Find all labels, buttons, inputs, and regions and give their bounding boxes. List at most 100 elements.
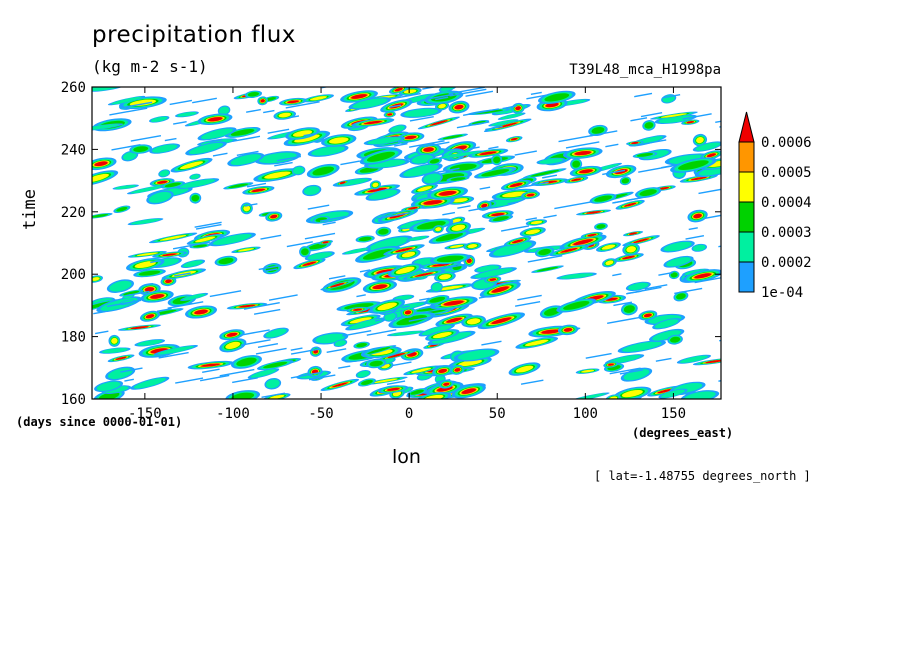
precip-filament [401, 305, 410, 309]
precip-filament [419, 297, 430, 301]
precip-contour [621, 341, 662, 352]
precip-contour [313, 349, 319, 354]
precip-contour [644, 122, 654, 129]
precip-contour [329, 137, 349, 144]
precip-filament [340, 160, 360, 166]
x-tick-label: 0 [405, 406, 413, 422]
precip-contour [330, 282, 345, 288]
precip-contour [403, 89, 417, 94]
precip-contour [526, 193, 535, 197]
precip-contour [367, 137, 402, 145]
precip-filament [194, 221, 222, 228]
precip-filament [95, 330, 109, 335]
precip-contour [497, 122, 518, 129]
precip-contour [438, 190, 457, 196]
precip-contour [230, 129, 255, 136]
precip-contour [386, 387, 400, 391]
precip-contour [344, 303, 374, 310]
precip-contour [218, 106, 230, 115]
precip-filament [267, 128, 290, 134]
precip-filament [144, 283, 154, 286]
precip-contour [679, 355, 708, 363]
precip-contour [292, 166, 305, 175]
precip-contour [92, 277, 100, 281]
precip-filament [644, 284, 668, 290]
precip-contour [363, 120, 382, 125]
precip-contour [666, 257, 691, 267]
precip-contour [660, 113, 688, 118]
y-tick-label: 240 [61, 142, 86, 158]
precip-filament [442, 211, 456, 216]
precip-contour [594, 195, 612, 202]
precip-contour [182, 293, 206, 301]
precip-contour [133, 146, 149, 152]
precip-filament [158, 351, 189, 359]
precip-contour [191, 194, 200, 202]
precip-contour [493, 156, 501, 164]
precip-contour [352, 308, 363, 311]
precip-filament [366, 329, 397, 336]
precip-filament [169, 99, 193, 106]
precip-filament [507, 201, 519, 205]
precip-filament [420, 93, 454, 101]
precip-filament [434, 263, 467, 271]
precip-contour [500, 113, 524, 120]
precip-contour [442, 134, 463, 140]
precip-contour [693, 213, 702, 219]
precip-filament [308, 374, 336, 381]
precip-contour [571, 178, 582, 182]
precip-contour [489, 278, 497, 281]
precip-filament [359, 269, 371, 273]
colorbar-segment [738, 171, 755, 203]
precip-filament [408, 313, 446, 322]
precip-filament [172, 241, 210, 250]
colorbar-label: 0.0006 [761, 135, 812, 151]
y-tick-label: 200 [61, 267, 86, 283]
precip-contour [474, 109, 504, 114]
precip-contour [423, 200, 442, 205]
precip-contour [116, 206, 128, 212]
precip-contour [377, 302, 397, 311]
colorbar-label: 0.0005 [761, 165, 812, 181]
precip-contour [415, 272, 434, 277]
precip-contour [454, 368, 461, 372]
precip-contour [130, 218, 161, 225]
precip-contour [159, 235, 187, 241]
precip-contour [101, 348, 128, 354]
precip-filament [285, 101, 320, 109]
latitude-subtitle: [ lat=-1.48755 degrees_north ] [594, 469, 811, 483]
precip-filament [688, 227, 698, 231]
precip-contour [301, 248, 309, 256]
precip-contour [130, 185, 164, 194]
precip-filament [674, 287, 703, 295]
precip-contour [265, 328, 287, 338]
precip-contour [670, 272, 678, 278]
precip-contour [571, 393, 606, 399]
precip-contour [384, 312, 396, 321]
precip-contour [92, 87, 122, 91]
y-axis: 160 180 200 220 240 260 [61, 80, 721, 408]
precip-contour [137, 339, 163, 346]
x-axis-units: (degrees_east) [632, 426, 734, 440]
precip-filament [260, 234, 282, 240]
precip-contour [367, 346, 391, 354]
precip-filament [409, 115, 434, 122]
precip-filament [255, 347, 287, 355]
precip-contour [479, 151, 497, 155]
precip-contour [367, 187, 387, 193]
precip-contour [622, 255, 635, 260]
precip-filament [391, 361, 412, 367]
precip-filament [356, 294, 366, 298]
precip-filament [619, 369, 644, 375]
precip-contour [544, 93, 570, 102]
precip-filament [307, 204, 330, 210]
precip-contour [109, 280, 132, 292]
precip-contour [608, 355, 641, 364]
precip-contour [302, 261, 317, 266]
precip-contour [312, 166, 335, 176]
precip-contour [339, 181, 346, 185]
colorbar-segment [738, 261, 755, 293]
precip-contour [407, 206, 418, 210]
precip-filament [420, 304, 442, 310]
